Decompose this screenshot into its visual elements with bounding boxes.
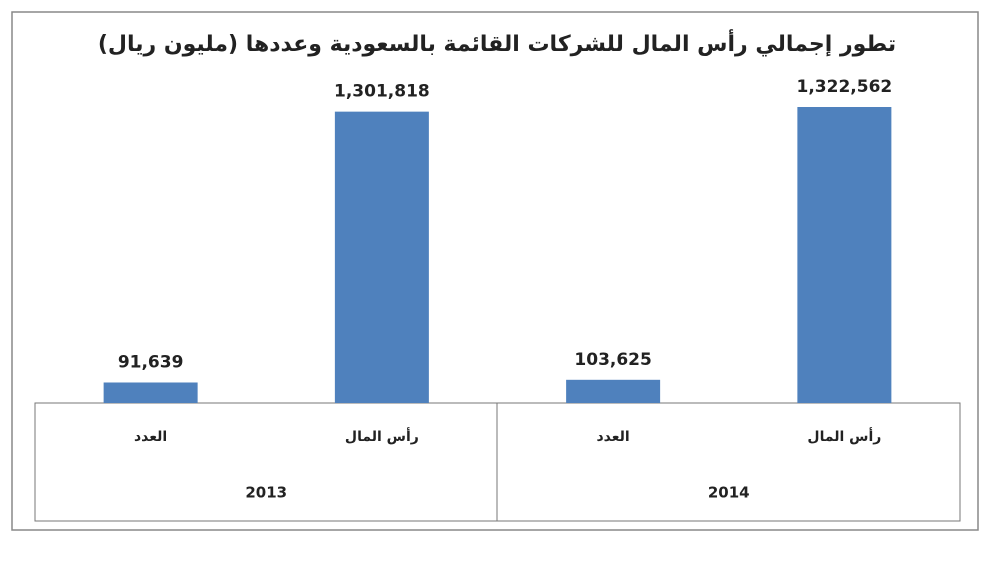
- value-label: 1,322,562: [797, 77, 893, 97]
- value-label: 103,625: [574, 350, 651, 370]
- category-label: العدد: [134, 429, 167, 445]
- chart-title: تطور إجمالي رأس المال للشركات القائمة با…: [98, 28, 896, 57]
- bar: [334, 111, 429, 404]
- bar: [797, 107, 892, 403]
- group-label: 2013: [245, 484, 287, 502]
- bar: [103, 382, 198, 403]
- value-label: 91,639: [118, 352, 184, 372]
- category-label: رأس المال: [345, 427, 419, 445]
- category-label: العدد: [597, 429, 630, 445]
- group-label: 2014: [708, 484, 750, 502]
- bar: [566, 379, 661, 403]
- category-label: رأس المال: [807, 427, 881, 445]
- value-label: 1,301,818: [334, 82, 430, 102]
- chart-frame: [11, 11, 979, 531]
